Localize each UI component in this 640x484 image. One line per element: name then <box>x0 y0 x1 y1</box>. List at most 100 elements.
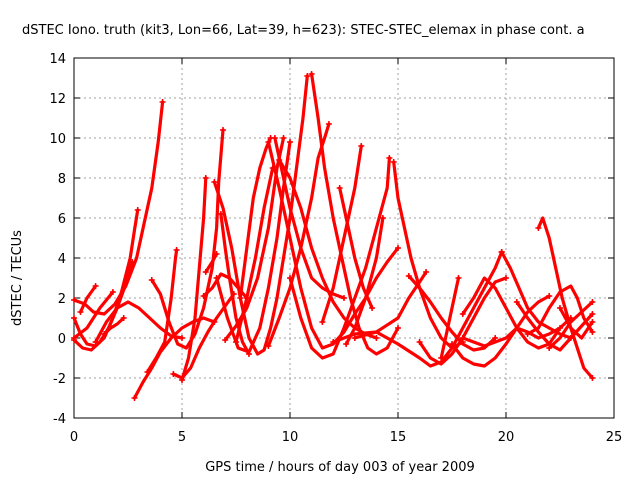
plus-marker <box>213 251 220 257</box>
plus-marker <box>503 275 509 281</box>
plus-marker <box>265 139 272 145</box>
plus-marker <box>92 339 99 345</box>
plus-marker <box>449 341 455 347</box>
plus-marker <box>202 175 209 181</box>
plus-marker <box>170 371 177 377</box>
plus-marker <box>492 335 499 341</box>
plus-marker <box>287 139 293 145</box>
plus-marker <box>213 275 220 281</box>
plus-marker <box>336 185 343 191</box>
plus-marker <box>308 71 315 77</box>
data-series-line <box>547 300 594 350</box>
plus-marker <box>546 293 553 299</box>
plus-marker <box>455 275 462 281</box>
plus-marker <box>325 121 332 127</box>
plus-marker <box>200 293 207 299</box>
plus-marker <box>535 225 542 231</box>
plus-marker <box>222 337 229 343</box>
data-series-line <box>102 316 126 336</box>
plus-marker <box>379 215 386 221</box>
plot-frame <box>73 57 615 419</box>
plus-marker <box>179 335 185 341</box>
data-series-line <box>180 176 208 382</box>
plus-marker <box>589 299 596 305</box>
plus-marker <box>129 259 136 265</box>
y-tick-label: 2 <box>58 292 66 307</box>
plus-marker <box>148 277 155 283</box>
x-tick-label: 0 <box>70 430 78 445</box>
data-series-line <box>223 136 286 342</box>
plus-marker <box>220 127 227 133</box>
y-tick-label: 12 <box>49 92 66 107</box>
data-series-line <box>536 216 594 380</box>
x-tick-label: 20 <box>498 430 515 445</box>
plus-marker <box>77 309 84 315</box>
data-series-line <box>392 160 465 350</box>
plus-marker <box>265 343 272 349</box>
plus-marker <box>395 325 401 331</box>
plus-marker <box>233 339 239 345</box>
data-series-line <box>94 300 184 344</box>
data-series-line <box>150 128 225 350</box>
x-tick-label: 25 <box>606 430 623 445</box>
y-tick-label: -4 <box>53 412 66 427</box>
plus-marker <box>546 345 553 351</box>
plus-marker <box>159 99 166 105</box>
x-tick-label: 5 <box>178 430 186 445</box>
plus-marker <box>71 315 77 321</box>
y-tick-label: 4 <box>58 252 66 267</box>
data-series-line <box>78 284 98 314</box>
data-series-line <box>515 300 594 352</box>
plus-marker <box>144 369 151 375</box>
plus-marker <box>513 299 520 305</box>
plus-marker <box>271 135 278 141</box>
plus-marker <box>557 325 563 331</box>
plus-marker <box>71 297 77 303</box>
plus-marker <box>237 295 244 301</box>
plus-marker <box>405 273 412 279</box>
data-series-line <box>439 276 461 360</box>
plus-marker <box>109 289 116 295</box>
plus-marker <box>416 339 423 345</box>
plus-marker <box>276 157 283 163</box>
plus-marker <box>173 247 180 253</box>
data-series-line <box>72 100 165 316</box>
y-tick-label: -2 <box>53 372 66 387</box>
plus-marker <box>438 355 445 361</box>
plus-marker <box>351 335 358 341</box>
plus-marker <box>304 73 311 79</box>
tick-labels: 0 5 10 15 20 25 -4 -2 0 2 4 6 8 10 12 14 <box>49 52 622 445</box>
x-tick-label: 15 <box>390 430 407 445</box>
plus-marker <box>423 269 430 275</box>
plus-marker <box>358 143 365 149</box>
plus-marker <box>120 315 127 321</box>
plus-marker <box>71 335 77 341</box>
plus-marker <box>524 331 531 337</box>
x-axis-label: GPS time / hours of day 003 of year 2009 <box>205 460 475 475</box>
plus-marker <box>211 179 218 185</box>
plus-marker <box>202 269 209 275</box>
plus-marker <box>179 377 185 383</box>
plus-marker <box>101 331 108 337</box>
plus-marker <box>319 319 326 325</box>
data-series-line <box>132 316 216 400</box>
plus-marker <box>589 375 596 381</box>
y-tick-label: 8 <box>58 172 66 187</box>
plus-marker <box>459 311 466 317</box>
plus-marker <box>498 249 505 255</box>
x-tick-label: 10 <box>282 430 299 445</box>
data-series-line <box>204 252 219 274</box>
chart-title: dSTEC Iono. truth (kit3, Lon=66, Lat=39,… <box>22 23 585 38</box>
y-tick-label: 0 <box>58 332 66 347</box>
plus-marker <box>287 275 293 281</box>
data-series-line <box>526 284 594 336</box>
plus-marker <box>589 311 596 317</box>
data-series-line <box>219 212 251 356</box>
plus-marker <box>373 335 380 341</box>
data-series-line <box>558 306 594 340</box>
data-series-line <box>310 72 400 356</box>
plus-marker <box>341 295 347 301</box>
axes <box>73 57 615 419</box>
plus-marker <box>131 395 138 401</box>
